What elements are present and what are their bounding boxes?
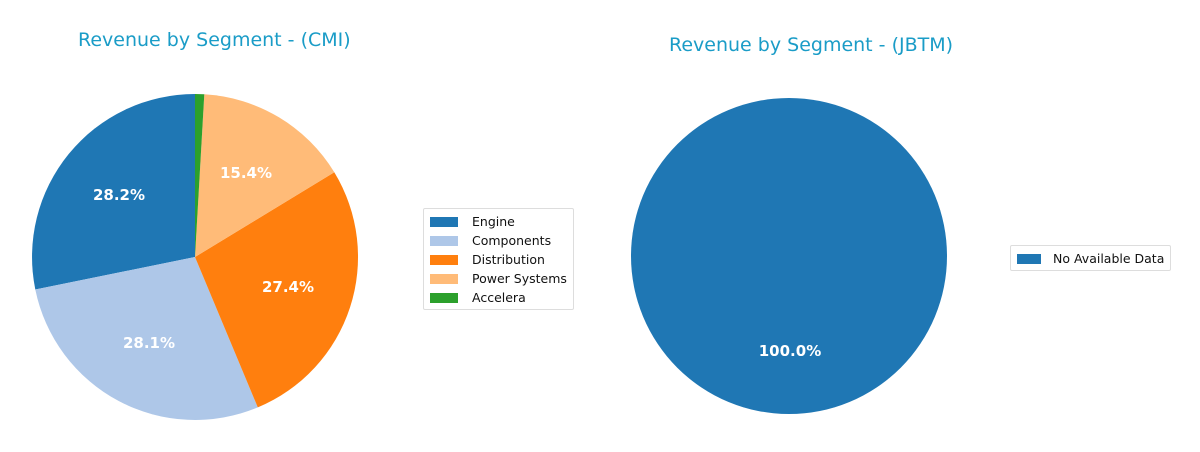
cmi-chart-title: Revenue by Segment - (CMI) — [78, 29, 351, 51]
cmi-slice-accelera — [195, 94, 205, 257]
legend-label: Components — [472, 233, 552, 248]
legend-label: Power Systems — [472, 271, 567, 286]
cmi-slice-distribution — [195, 172, 359, 408]
jbtm-chart-title: Revenue by Segment - (JBTM) — [669, 34, 954, 56]
legend-label: Accelera — [472, 290, 526, 305]
legend-swatch-power-systems — [430, 273, 458, 284]
cmi-slice-engine — [32, 94, 196, 290]
legend-swatch-accelera — [430, 292, 458, 303]
cmi-slice-components — [35, 257, 258, 420]
cmi-label-power-systems: 15.4% — [220, 164, 272, 182]
cmi-slice-power-systems — [195, 94, 335, 257]
legend-item-no-available-data: No Available Data — [1017, 249, 1164, 268]
legend-label: Engine — [472, 214, 515, 229]
jbtm-pie: 100.0% — [631, 98, 947, 414]
legend-item-distribution: Distribution — [430, 250, 567, 269]
jbtm-legend: No Available Data — [1010, 245, 1172, 271]
legend-swatch-components — [430, 235, 458, 246]
cmi-label-components: 28.1% — [123, 334, 175, 352]
jbtm-slice-no-available-data — [631, 98, 947, 414]
cmi-pie: 28.2% 28.1% 27.4% 15.4% — [32, 94, 359, 420]
legend-label: No Available Data — [1053, 251, 1165, 266]
legend-swatch-engine — [430, 216, 458, 227]
legend-swatch-distribution — [430, 254, 458, 265]
cmi-label-engine: 28.2% — [93, 186, 145, 204]
legend-swatch-no-available-data — [1017, 253, 1041, 264]
legend-item-components: Components — [430, 231, 567, 250]
cmi-legend: Engine Components Distribution Power Sys… — [423, 208, 574, 310]
jbtm-label-no-available-data: 100.0% — [759, 342, 821, 360]
legend-item-engine: Engine — [430, 212, 567, 231]
legend-item-accelera: Accelera — [430, 288, 567, 307]
cmi-label-distribution: 27.4% — [262, 278, 314, 296]
legend-item-power-systems: Power Systems — [430, 269, 567, 288]
legend-label: Distribution — [472, 252, 545, 267]
